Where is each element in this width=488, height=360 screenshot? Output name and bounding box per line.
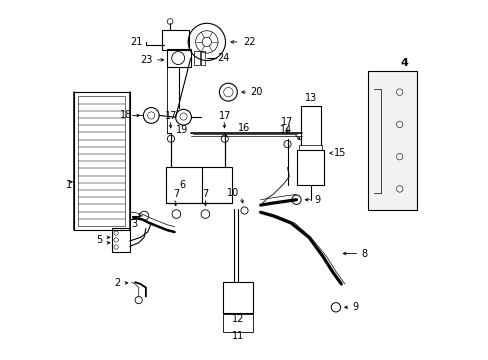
Bar (223, 315, 253, 332)
Bar (223, 282, 253, 313)
Text: 22: 22 (243, 37, 255, 47)
Text: 17: 17 (281, 117, 293, 127)
Text: 13: 13 (304, 93, 316, 103)
Bar (162, 31, 188, 50)
Bar (78, 96, 125, 226)
Bar (367, 71, 416, 211)
Text: 19: 19 (175, 125, 187, 135)
Bar (201, 51, 204, 65)
Text: 9: 9 (314, 195, 320, 205)
Text: 4: 4 (400, 58, 407, 68)
Bar (165, 167, 231, 203)
Text: 3: 3 (131, 219, 138, 229)
Text: 16: 16 (238, 123, 250, 133)
Text: 23: 23 (141, 55, 153, 65)
Text: 15: 15 (334, 148, 346, 158)
Text: 5: 5 (97, 235, 102, 245)
Bar (112, 228, 129, 252)
Bar (167, 49, 190, 67)
Text: 14: 14 (279, 125, 291, 135)
Text: 8: 8 (360, 248, 366, 258)
Bar (299, 145, 322, 149)
Text: 12: 12 (232, 314, 244, 324)
Text: 24: 24 (217, 53, 229, 63)
Text: 1: 1 (65, 180, 72, 190)
Text: 10: 10 (226, 188, 239, 198)
Text: 9: 9 (351, 302, 358, 312)
Text: 11: 11 (232, 331, 244, 341)
Bar (74, 92, 129, 230)
Text: 20: 20 (250, 87, 263, 97)
Text: 17: 17 (164, 111, 177, 121)
Text: 6: 6 (179, 180, 185, 190)
Text: 17: 17 (218, 111, 230, 121)
Text: 21: 21 (130, 37, 142, 47)
Text: 7: 7 (173, 189, 179, 199)
Text: 18: 18 (120, 111, 132, 121)
Text: 2: 2 (114, 278, 121, 288)
Bar (297, 149, 324, 185)
Bar (194, 51, 199, 65)
Text: 7: 7 (202, 189, 208, 199)
